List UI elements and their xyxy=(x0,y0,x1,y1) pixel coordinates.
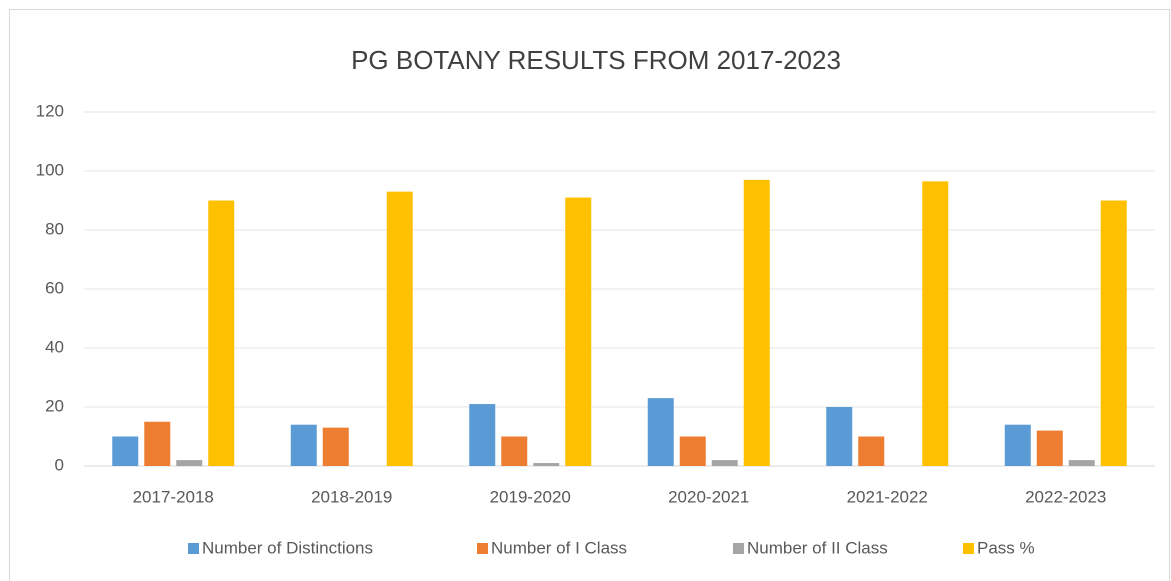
bar xyxy=(322,427,349,466)
bar xyxy=(679,436,706,466)
bar xyxy=(1036,430,1063,466)
bar xyxy=(647,398,674,466)
bar xyxy=(386,191,413,466)
x-tick-label: 2021-2022 xyxy=(847,487,928,506)
bar xyxy=(826,407,853,466)
legend-swatch xyxy=(477,543,488,554)
bar xyxy=(743,179,770,466)
legend-label: Number of I Class xyxy=(491,538,627,557)
y-tick-label: 0 xyxy=(55,455,64,474)
bar xyxy=(1100,200,1127,466)
legend-swatch xyxy=(733,543,744,554)
bar xyxy=(469,404,496,466)
bar xyxy=(922,181,949,466)
legend-swatch xyxy=(963,543,974,554)
x-tick-label: 2017-2018 xyxy=(133,487,214,506)
bar xyxy=(858,436,885,466)
y-tick-label: 60 xyxy=(45,278,64,297)
y-tick-label: 120 xyxy=(36,101,64,120)
legend-label: Pass % xyxy=(977,538,1035,557)
x-tick-label: 2018-2019 xyxy=(311,487,392,506)
chart-title: PG BOTANY RESULTS FROM 2017-2023 xyxy=(351,45,841,75)
x-tick-label: 2022-2023 xyxy=(1025,487,1106,506)
bar xyxy=(290,424,317,466)
x-tick-label: 2019-2020 xyxy=(490,487,571,506)
bar xyxy=(565,197,592,467)
bar xyxy=(501,436,528,466)
bar xyxy=(711,460,738,466)
bar xyxy=(144,421,171,466)
bar xyxy=(208,200,235,466)
y-tick-label: 40 xyxy=(45,337,64,356)
y-tick-label: 20 xyxy=(45,396,64,415)
bar xyxy=(112,436,139,466)
bar xyxy=(176,460,203,466)
bar xyxy=(533,463,560,466)
y-tick-label: 80 xyxy=(45,219,64,238)
bar xyxy=(1004,424,1031,466)
bar xyxy=(1068,460,1095,466)
legend-label: Number of Distinctions xyxy=(202,538,373,557)
legend-swatch xyxy=(188,543,199,554)
y-tick-label: 100 xyxy=(36,160,64,179)
x-tick-label: 2020-2021 xyxy=(668,487,749,506)
legend-label: Number of II Class xyxy=(747,538,888,557)
